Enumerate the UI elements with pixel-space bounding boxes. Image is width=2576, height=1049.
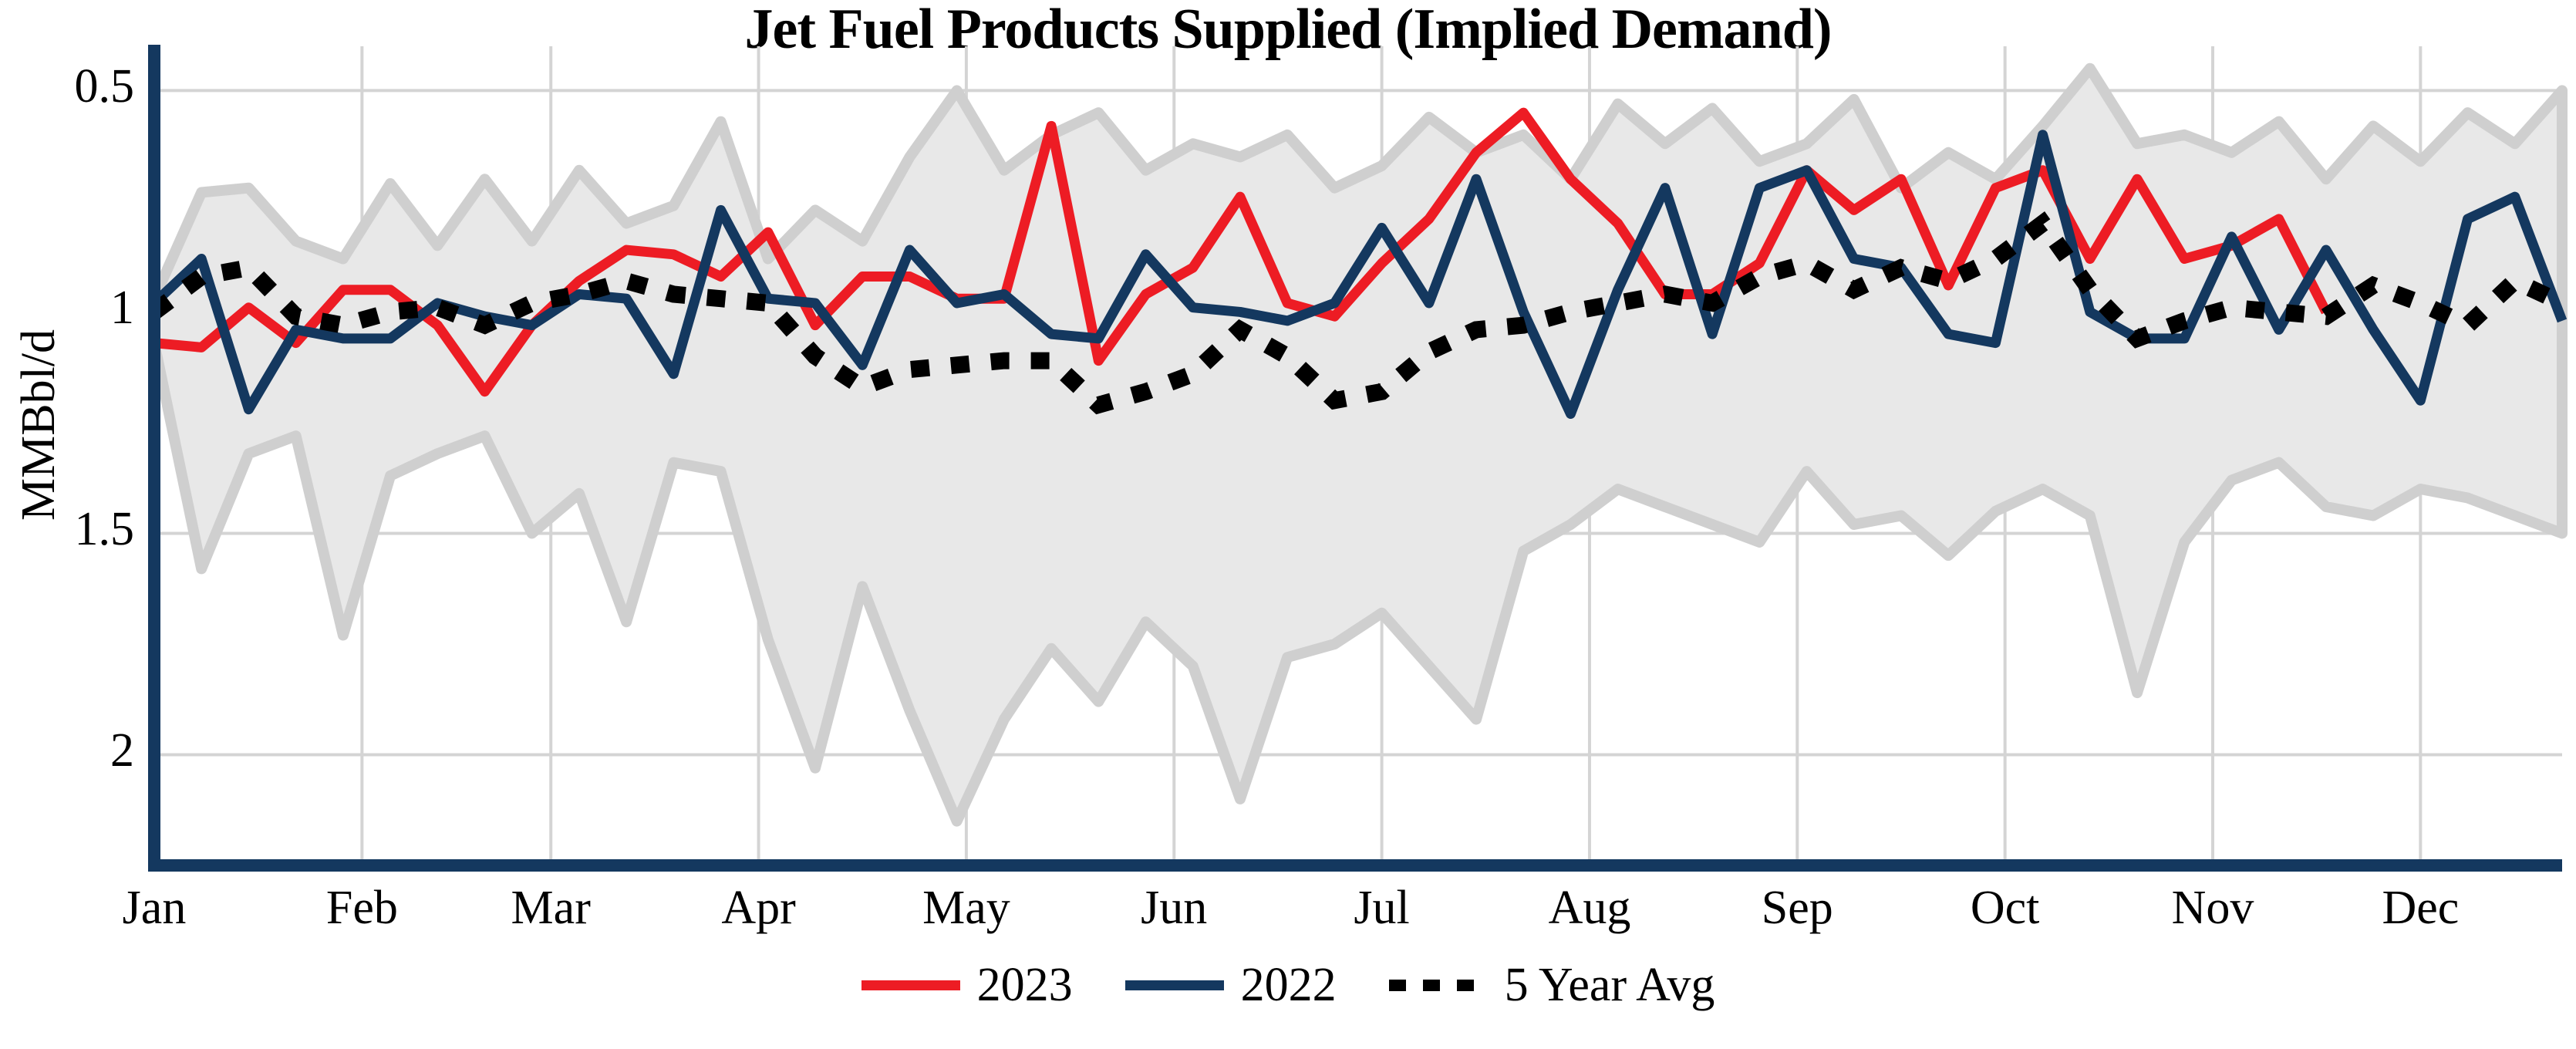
- y-tick-label: 2: [110, 724, 134, 777]
- x-tick-label: Mar: [511, 882, 591, 934]
- y-tick-label: 1.5: [74, 503, 135, 556]
- legend-5-year-avg[interactable]: 5 Year Avg: [1388, 959, 1715, 1011]
- chart-legend: 2023 2022 5 Year Avg: [0, 961, 2576, 1009]
- legend-2023[interactable]: 2023: [861, 961, 1073, 1009]
- legend-label: 2022: [1240, 959, 1337, 1011]
- x-tick-label: May: [922, 882, 1010, 934]
- page-title: Jet Fuel Products Supplied (Implied Dema…: [744, 0, 1832, 61]
- legend-label: 2023: [976, 959, 1073, 1011]
- x-tick-label: Oct: [1970, 882, 2040, 934]
- x-tick-label: Aug: [1548, 882, 1631, 934]
- x-tick-label: Jul: [1354, 882, 1410, 934]
- y-tick-label: 1: [110, 282, 134, 335]
- x-tick-label: Jun: [1141, 882, 1208, 934]
- x-tick-label: Nov: [2171, 882, 2254, 934]
- five-year-range-band: [149, 62, 2568, 827]
- x-tick-label: Dec: [2382, 882, 2460, 934]
- legend-swatch-line-icon: [1124, 980, 1224, 990]
- x-tick-label: Jan: [122, 882, 187, 934]
- y-tick-label: 0.5: [74, 60, 135, 113]
- legend-swatch-dotted-icon: [1388, 979, 1488, 991]
- legend-label: 5 Year Avg: [1504, 959, 1715, 1011]
- legend-2022[interactable]: 2022: [1124, 959, 1337, 1011]
- series-line-2022: [150, 130, 2568, 419]
- series-line-2023: [153, 107, 2331, 397]
- x-tick-label: Sep: [1761, 882, 1833, 934]
- legend-swatch-line-icon: [861, 980, 960, 990]
- series-line-5-year-avg: [149, 211, 2566, 415]
- x-tick-label: Feb: [325, 882, 398, 934]
- x-tick-label: Apr: [721, 882, 796, 934]
